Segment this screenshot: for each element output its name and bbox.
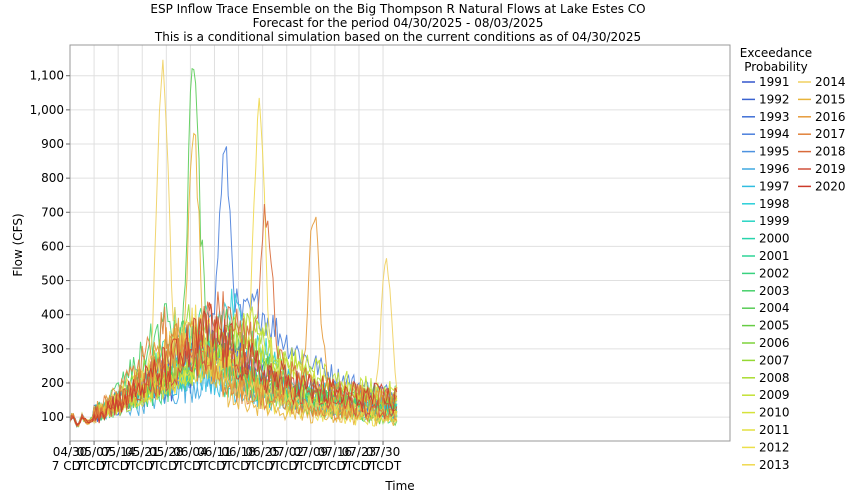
x-tick-label: 07/09 <box>294 445 329 459</box>
legend-label-1998: 1998 <box>759 197 790 211</box>
y-tick-label: 900 <box>41 137 64 151</box>
legend-label-2017: 2017 <box>815 127 846 141</box>
legend: Exceedance Probability 1991 1992 1993 1994 1… <box>740 46 846 472</box>
legend-label-2005: 2005 <box>759 319 790 333</box>
x-tick-label: 05/28 <box>149 445 184 459</box>
x-tick-label: 06/04 <box>173 445 208 459</box>
legend-label-2003: 2003 <box>759 284 790 298</box>
legend-label-2012: 2012 <box>759 440 790 454</box>
legend-label-1995: 1995 <box>759 145 790 159</box>
chart-title: ESP Inflow Trace Ensemble on the Big Tho… <box>150 2 645 44</box>
x-tick-label: 06/25 <box>245 445 280 459</box>
legend-title-line-1: Exceedance <box>740 46 812 60</box>
x-tick-sublabel: 7 CDT <box>365 459 402 473</box>
x-tick-label: 06/18 <box>221 445 256 459</box>
legend-label-2002: 2002 <box>759 266 790 280</box>
legend-label-2018: 2018 <box>815 145 846 159</box>
x-axis-title: Time <box>384 479 414 493</box>
legend-label-2013: 2013 <box>759 458 790 472</box>
y-tick-label: 1,000 <box>30 103 64 117</box>
y-tick-label: 800 <box>41 171 64 185</box>
y-tick-label: 300 <box>41 342 64 356</box>
legend-label-1994: 1994 <box>759 127 790 141</box>
legend-label-2008: 2008 <box>759 371 790 385</box>
legend-label-2020: 2020 <box>815 179 846 193</box>
x-tick-sublabel: 7 CDT <box>148 459 185 473</box>
y-tick-label: 700 <box>41 205 64 219</box>
legend-label-2006: 2006 <box>759 336 790 350</box>
legend-label-2016: 2016 <box>815 110 846 124</box>
legend-label-1993: 1993 <box>759 110 790 124</box>
y-tick-label: 100 <box>41 410 64 424</box>
plot-frame <box>69 44 731 442</box>
x-tick-sublabel: 7 CDT <box>76 459 113 473</box>
legend-label-2015: 2015 <box>815 92 846 106</box>
y-tick-label: 1,100 <box>30 69 64 83</box>
series-layer <box>69 59 398 429</box>
legend-label-2004: 2004 <box>759 301 790 315</box>
legend-label-1999: 1999 <box>759 214 790 228</box>
legend-label-2007: 2007 <box>759 353 790 367</box>
x-tick-sublabel: 7 CDT <box>269 459 306 473</box>
series-line-2018 <box>69 203 398 425</box>
x-tick-label: 06/11 <box>197 445 232 459</box>
chart-title-line-3: This is a conditional simulation based o… <box>154 30 641 44</box>
x-tick-sublabel: 7 CDT <box>244 459 281 473</box>
x-tick-label: 07/02 <box>269 445 304 459</box>
y-tick-label: 600 <box>41 239 64 253</box>
series-line-2020 <box>69 302 398 426</box>
y-axis: 100 200 300 400 500 600 700 800 900 1,000 1,100 <box>30 69 70 424</box>
legend-label-1991: 1991 <box>759 75 790 89</box>
x-tick-sublabel: 7 CDT <box>341 459 378 473</box>
x-tick-label: 07/16 <box>318 445 353 459</box>
series-line-2017 <box>69 306 398 427</box>
legend-label-2011: 2011 <box>759 423 790 437</box>
legend-label-1997: 1997 <box>759 179 790 193</box>
legend-label-2010: 2010 <box>759 406 790 420</box>
legend-label-2009: 2009 <box>759 388 790 402</box>
x-tick-sublabel: 7 CDT <box>293 459 330 473</box>
x-tick-label: 05/07 <box>77 445 112 459</box>
y-axis-title: Flow (CFS) <box>11 213 25 276</box>
legend-label-2014: 2014 <box>815 75 846 89</box>
y-tick-label: 500 <box>41 274 64 288</box>
legend-label-1992: 1992 <box>759 92 790 106</box>
x-tick-sublabel: 7 CDT <box>220 459 257 473</box>
x-tick-sublabel: 7 CDT <box>172 459 209 473</box>
y-tick-label: 400 <box>41 308 64 322</box>
legend-label-2019: 2019 <box>815 162 846 176</box>
legend-label-2001: 2001 <box>759 249 790 263</box>
x-tick-sublabel: 7 CDT <box>52 459 89 473</box>
legend-label-2000: 2000 <box>759 232 790 246</box>
x-tick-sublabel: 7 CDT <box>317 459 354 473</box>
x-tick-label: 04/30 <box>53 445 88 459</box>
x-tick-sublabel: 7 CDT <box>124 459 161 473</box>
chart-title-line-1: ESP Inflow Trace Ensemble on the Big Tho… <box>150 2 645 16</box>
x-tick-label: 05/14 <box>101 445 136 459</box>
x-tick-label: 07/23 <box>342 445 377 459</box>
x-tick-sublabel: 7 CDT <box>100 459 137 473</box>
legend-label-1996: 1996 <box>759 162 790 176</box>
x-tick-label: 07/30 <box>366 445 401 459</box>
chart-title-line-2: Forecast for the period 04/30/2025 - 08/… <box>253 16 544 30</box>
y-tick-label: 200 <box>41 376 64 390</box>
x-tick-sublabel: 7 CDT <box>196 459 233 473</box>
legend-title-line-2: Probability <box>744 60 807 74</box>
x-tick-label: 05/21 <box>125 445 160 459</box>
